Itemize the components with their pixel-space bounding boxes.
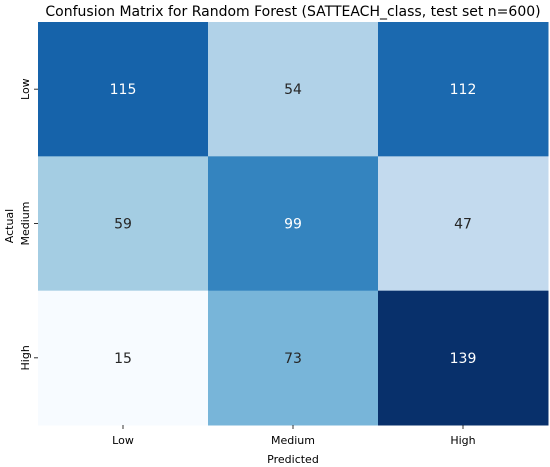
cell-value-label: 59	[114, 217, 132, 233]
cell-value-label: 15	[114, 351, 132, 367]
y-tick-label: Low	[19, 78, 32, 100]
y-tick-label: High	[19, 345, 32, 370]
cell-value-label: 47	[454, 217, 472, 233]
heatmap-cell	[378, 290, 549, 426]
heatmap-cell	[378, 156, 549, 292]
cell-value-label: 115	[110, 82, 137, 98]
x-tick-label: Medium	[271, 434, 315, 447]
x-axis-ticks: Low Medium High	[112, 425, 476, 447]
x-tick-label: Low	[112, 434, 134, 447]
heatmap-cell	[38, 156, 209, 292]
cell-value-label: 99	[284, 217, 302, 233]
heatmap-cell	[208, 156, 379, 292]
heatmap-cell	[208, 22, 379, 157]
x-axis-label: Predicted	[267, 453, 319, 466]
y-axis-label: Actual	[3, 209, 16, 243]
x-tick-label: High	[450, 434, 475, 447]
cell-value-label: 139	[450, 351, 477, 367]
heatmap-cells: 115 54 112 59 99 47 15 73 139	[38, 22, 549, 426]
heatmap-cell	[38, 290, 209, 426]
chart-title: Confusion Matrix for Random Forest (SATT…	[45, 4, 540, 20]
heatmap-cell	[208, 290, 379, 426]
y-axis-ticks: Low Medium High	[19, 78, 38, 370]
cell-value-label: 112	[450, 82, 477, 98]
y-tick-label: Medium	[19, 202, 32, 246]
heatmap-cell	[38, 22, 209, 157]
cell-value-label: 73	[284, 351, 302, 367]
heatmap-cell	[378, 22, 549, 157]
cell-value-label: 54	[284, 82, 302, 98]
